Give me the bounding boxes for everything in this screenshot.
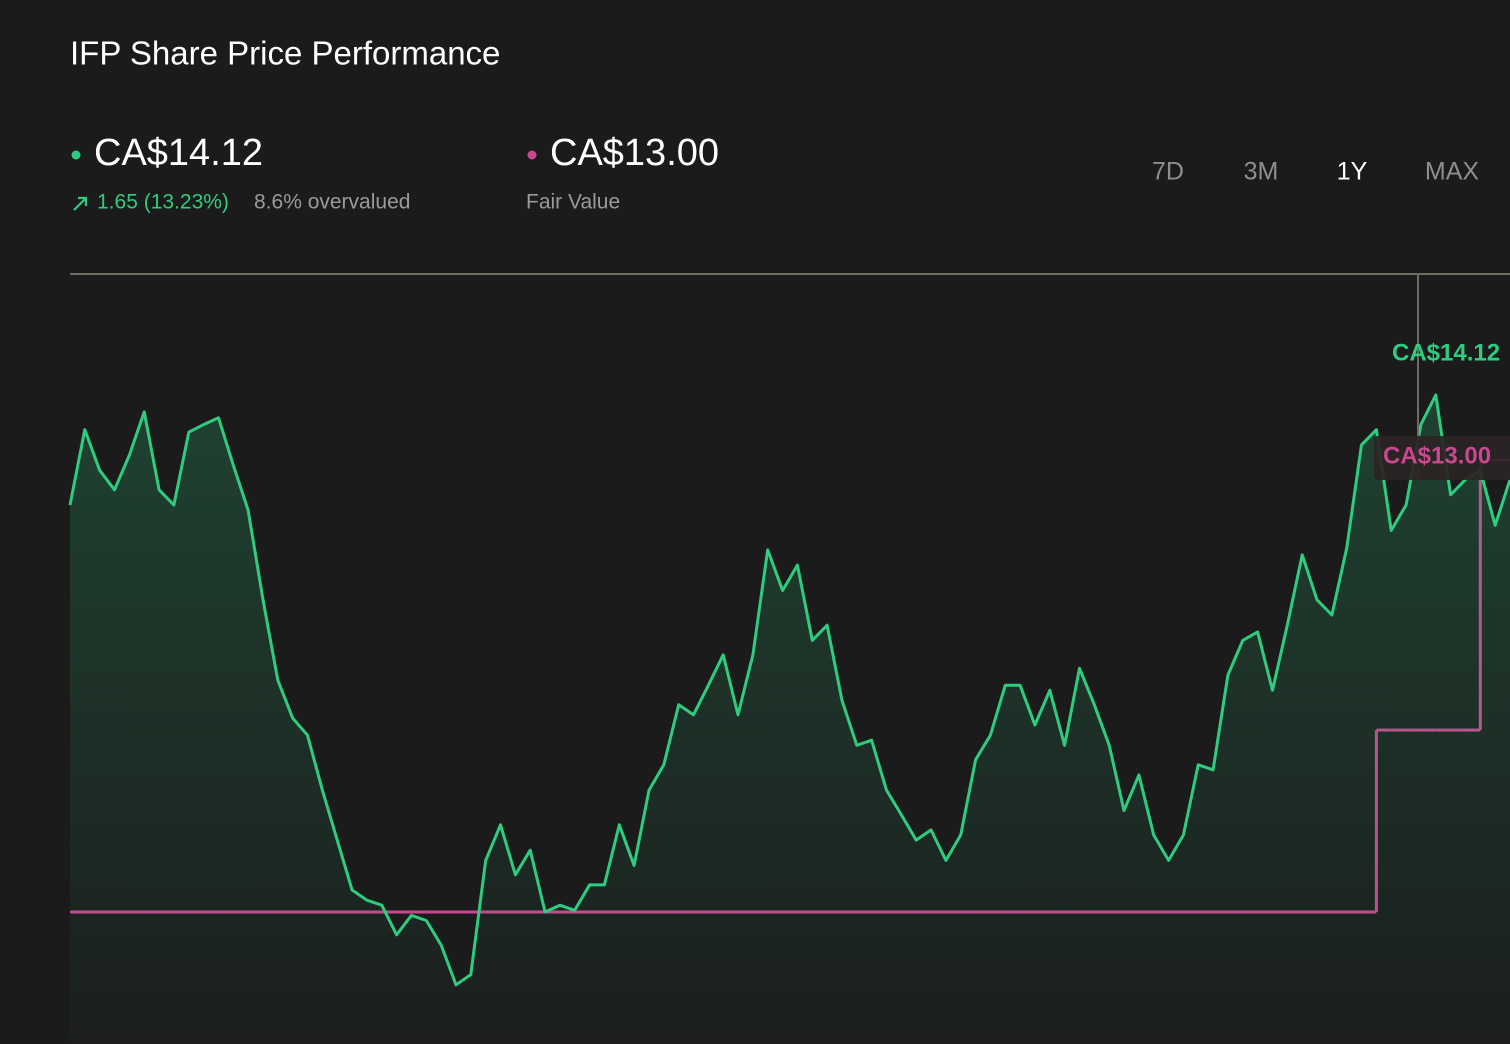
period-button[interactable]: 1Y xyxy=(1337,158,1368,186)
price-callout: CA$14.12 xyxy=(1392,339,1500,366)
fair-value-callout: CA$13.00 xyxy=(1383,442,1491,469)
fair-value-label: CA$13.00 xyxy=(550,132,719,174)
price-dot xyxy=(71,150,81,160)
price-label: CA$14.12 xyxy=(94,132,263,174)
fair-value-callout-box xyxy=(1374,436,1510,480)
valuation-label: 8.6% overvalued xyxy=(254,191,410,214)
plot xyxy=(68,393,1510,1044)
price-area xyxy=(70,395,1510,1044)
period-selector: 7D 3M 1Y MAX xyxy=(1152,158,1479,186)
fair-value-caption: Fair Value xyxy=(526,191,620,214)
price-line xyxy=(68,393,1510,987)
period-button[interactable]: MAX xyxy=(1425,158,1480,186)
up-arrow xyxy=(73,196,88,211)
period-button[interactable]: 3M xyxy=(1244,158,1279,186)
fair-value-dot xyxy=(527,150,537,160)
period-button[interactable]: 7D xyxy=(1152,158,1184,186)
chart-title: IFP Share Price Performance xyxy=(70,35,500,72)
change-label: 1.65 (13.23%) xyxy=(97,191,229,214)
